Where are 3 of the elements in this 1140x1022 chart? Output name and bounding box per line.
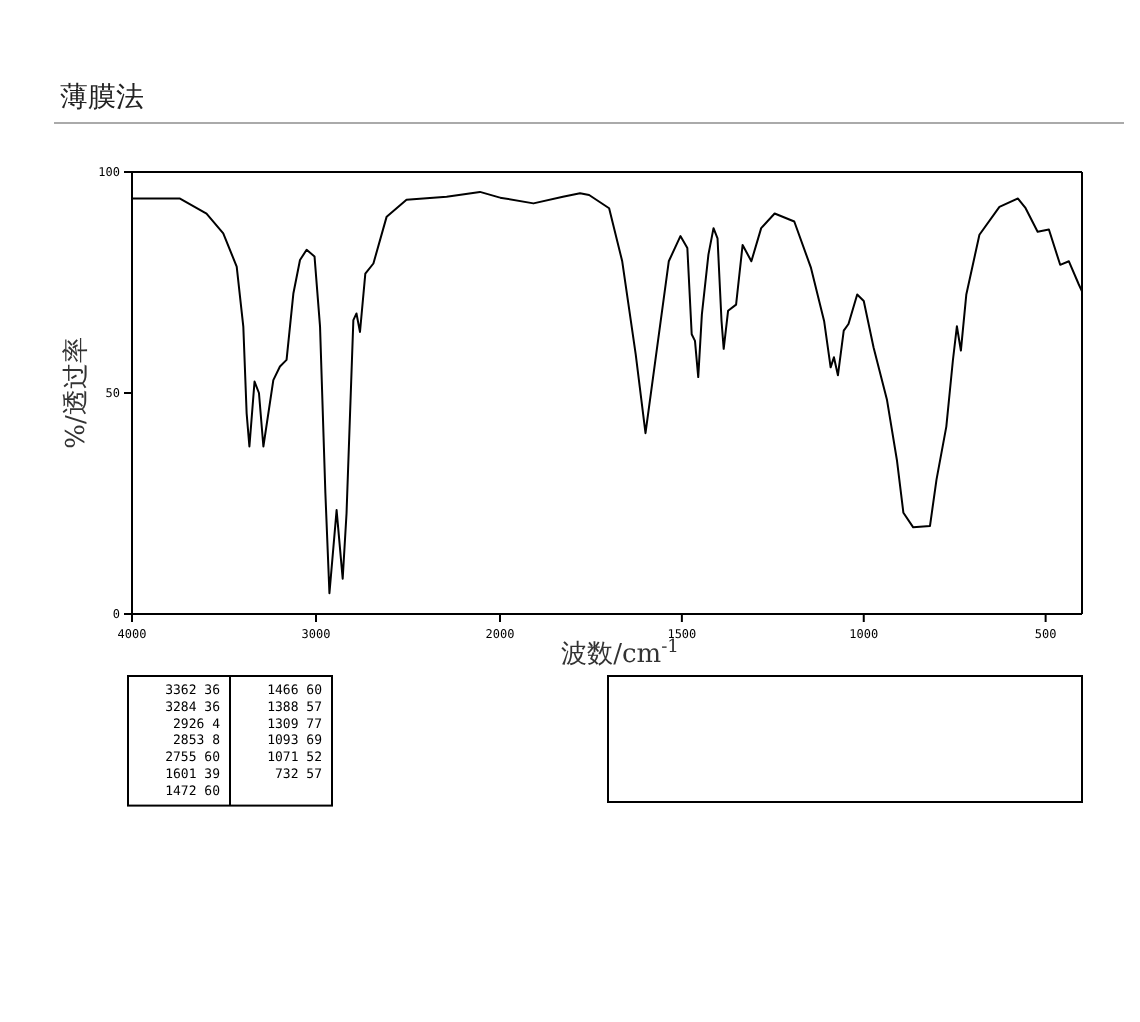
chart-title: 薄膜法 — [60, 82, 144, 114]
x-axis-title: 波数/cm$^{-1}$ — [561, 638, 679, 670]
y-axis-title: %/透过率 — [60, 337, 92, 449]
